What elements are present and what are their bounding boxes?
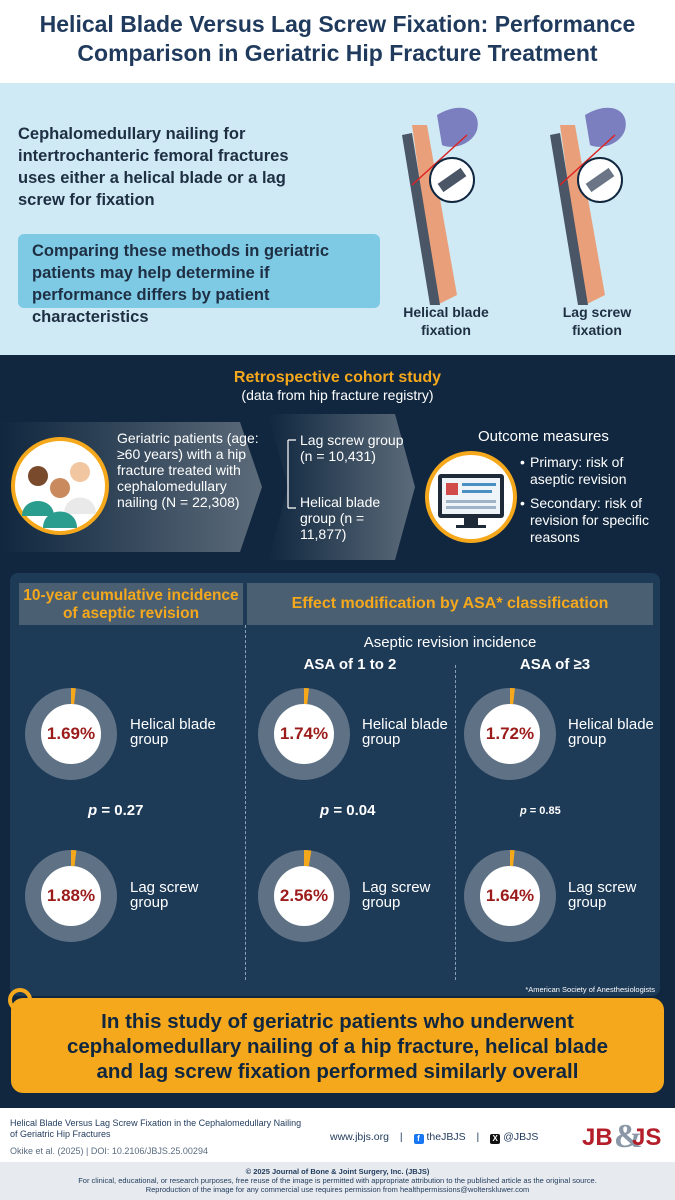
separator: | (399, 1131, 403, 1143)
donut-value: 2.56% (279, 886, 329, 905)
facebook-handle: theJBJS (426, 1131, 466, 1143)
website-link[interactable]: www.jbjs.org (330, 1131, 389, 1143)
x-handle: @JBJS (503, 1131, 539, 1143)
outcome-monitor-icon (425, 451, 517, 543)
x-icon: X (490, 1134, 501, 1144)
donut-asa12-lag: 2.56% (258, 850, 350, 942)
p-value-asa3-text: = 0.85 (529, 805, 561, 817)
copyright-line: © 2025 Journal of Bone & Joint Surgery, … (245, 1167, 430, 1176)
donut-value: 1.88% (46, 886, 96, 905)
intro-section: Cephalomedullary nailing for intertrocha… (0, 83, 675, 355)
x-link[interactable]: X @JBJS (490, 1131, 539, 1144)
svg-text:JB: JB (582, 1124, 613, 1151)
helical-blade-hip-illustration (402, 107, 478, 305)
donut-slice (25, 850, 117, 942)
page-title-line1: Helical Blade Versus Lag Screw Fixation:… (39, 11, 636, 37)
lag-screw-hip-illustration (550, 107, 626, 305)
svg-text:&: & (614, 1118, 642, 1155)
conclusion-box: In this study of geriatric patients who … (11, 998, 664, 1093)
asa-low-label: ASA of 1 to 2 (303, 656, 397, 673)
outcome-measures-title: Outcome measures (478, 428, 609, 445)
asa-high-label: ASA of ≥3 (519, 656, 591, 673)
donut-value: 1.72% (485, 724, 535, 743)
p-value-asa3: p = 0.85 (520, 805, 561, 817)
p-value-overall-text: = 0.27 (101, 802, 144, 819)
key-icon (8, 988, 54, 1012)
asa-footnote: *American Society of Anesthesiologists (525, 985, 655, 994)
study-title: Retrospective cohort study (233, 369, 442, 386)
lag-screw-group-count: Lag screw group (n = 10,431) (300, 432, 404, 464)
donut-value: 1.69% (46, 724, 96, 743)
copyright-bar: © 2025 Journal of Bone & Joint Surgery, … (0, 1162, 675, 1200)
footer (0, 1108, 675, 1162)
page-title: Helical Blade Versus Lag Screw Fixation:… (0, 0, 675, 68)
intro-text: Cephalomedullary nailing for intertrocha… (18, 125, 289, 209)
separator: | (476, 1131, 480, 1143)
p-symbol: p (320, 802, 330, 819)
donut-asa12-helical: 1.74% (258, 688, 350, 780)
facebook-icon: f (413, 1134, 424, 1144)
divider-right (455, 665, 456, 980)
p-symbol: p (88, 802, 98, 819)
helical-label-asa12: Helical blade group (362, 716, 448, 748)
facebook-link[interactable]: f theJBJS (413, 1131, 466, 1144)
reuse-notice: For clinical, educational, or research p… (78, 1176, 597, 1185)
donut-value: 1.64% (485, 886, 535, 905)
lag-label-overall: Lag screw group (130, 879, 199, 911)
donut-slice (258, 850, 350, 942)
donut-value: 1.74% (279, 724, 329, 743)
donut-asa3-lag: 1.64% (464, 850, 556, 942)
patients-icon (11, 437, 109, 535)
lag-screw-fixation-label: Lag screw fixation (562, 304, 632, 338)
p-value-asa12-text: = 0.04 (333, 802, 376, 819)
cumulative-incidence-header: 10-year cumulative incidence of aseptic … (19, 583, 243, 625)
helical-label-overall: Helical blade group (130, 716, 216, 748)
p-value-asa12: p = 0.04 (320, 802, 375, 819)
lag-label-asa12: Lag screw group (362, 879, 431, 911)
donut-overall-helical: 1.69% (25, 688, 117, 780)
citation: Okike et al. (2025) | DOI: 10.2106/JBJS.… (10, 1146, 208, 1156)
article-title: Helical Blade Versus Lag Screw Fixation … (10, 1118, 302, 1139)
title-band: Helical Blade Versus Lag Screw Fixation:… (0, 0, 675, 83)
asa-effect-header: Effect modification by ASA* classificati… (247, 583, 653, 625)
donut-slice (25, 688, 117, 780)
footer-links: www.jbjs.org | f theJBJS | X @JBJS (330, 1131, 538, 1144)
intro-highlight-box: Comparing these methods in geriatric pat… (18, 234, 380, 326)
lag-label-asa3: Lag screw group (568, 879, 637, 911)
jbjs-logo-graphic: JB & JS (582, 1118, 661, 1155)
donut-overall-lag: 1.88% (25, 850, 117, 942)
outcome-primary: Primary: risk of aseptic revision (520, 454, 670, 488)
donut-slice (258, 688, 350, 780)
page-title-line2: Comparison in Geriatric Hip Fracture Tre… (77, 40, 598, 66)
study-subtitle: (data from hip fracture registry) (241, 387, 434, 403)
outcome-secondary: Secondary: risk of revision for specific… (520, 495, 670, 546)
helical-blade-fixation-label: Helical blade fixation (403, 304, 489, 338)
jbjs-logo: JB & JS (580, 1115, 666, 1157)
p-value-overall: p = 0.27 (88, 802, 143, 819)
donut-slice (464, 688, 556, 780)
patients-description: Geriatric patients (age: ≥60 years) with… (117, 430, 259, 510)
helical-label-asa3: Helical blade group (568, 716, 654, 748)
donut-slice (464, 850, 556, 942)
donut-asa3-helical: 1.72% (464, 688, 556, 780)
p-symbol: p (520, 805, 527, 817)
divider-left (245, 625, 246, 980)
commercial-notice: Reproduction of the image for any commer… (145, 1185, 530, 1194)
helical-blade-group-count: Helical blade group (n = 11,877) (300, 494, 381, 542)
svg-text:JS: JS (632, 1124, 661, 1151)
incidence-label: Aseptic revision incidence (363, 634, 537, 651)
